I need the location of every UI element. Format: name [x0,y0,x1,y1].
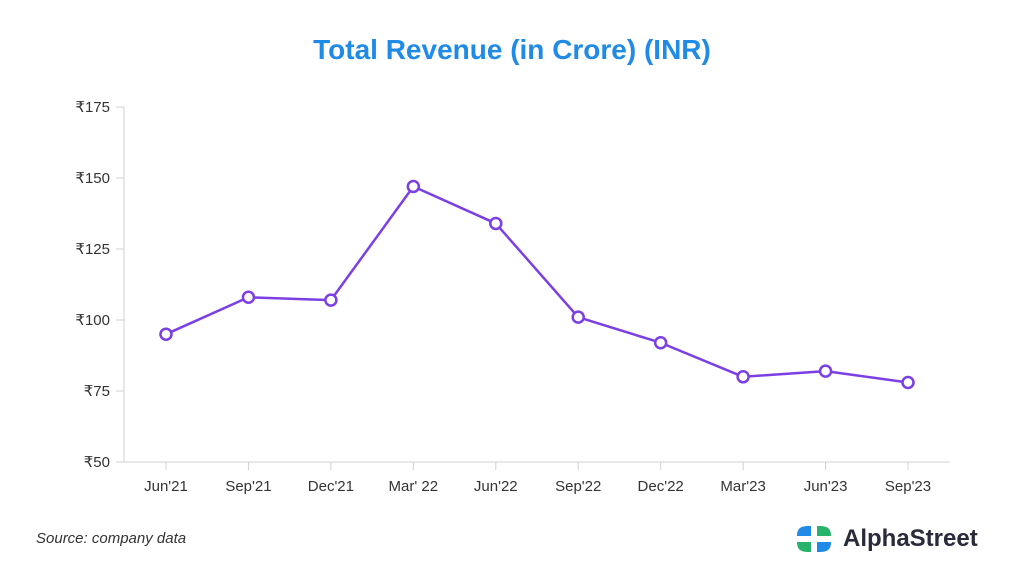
x-tick-label: Sep'23 [885,478,931,495]
data-point [241,290,256,305]
x-tick-label: Dec'21 [308,478,354,495]
data-point [324,293,338,307]
x-tick-label: Jun'22 [474,478,518,495]
brand-logo: AlphaStreet [795,524,978,554]
y-tick-label: ₹50 [84,454,110,471]
data-point [406,179,421,194]
x-tick-label: Jun'21 [144,478,188,495]
y-axis-ticks: ₹50 ₹75 ₹100 ₹125 ₹150 ₹175 [75,99,124,471]
x-tick-label: Dec'22 [638,478,684,495]
data-point [571,310,585,324]
brand-name: AlphaStreet [843,525,978,552]
axes [123,107,950,463]
chart-title: Total Revenue (in Crore) (INR) [313,34,711,65]
data-point [159,327,173,341]
data-point [736,370,750,384]
x-tick-label: Mar' 22 [389,478,439,495]
y-tick-label: ₹75 [84,383,110,400]
data-point [489,216,503,231]
data-point [901,375,915,390]
source-note: Source: company data [36,530,187,547]
data-point [653,335,668,350]
alphastreet-logo-icon [797,526,831,552]
x-tick-label: Sep'21 [225,478,271,495]
x-tick-label: Sep'22 [555,478,601,495]
series-layer [159,179,915,390]
x-axis-ticks: Jun'21 Sep'21 Dec'21 Mar' 22 Jun'22 Sep'22 Dec… [144,462,931,495]
y-tick-label: ₹100 [75,312,110,329]
x-tick-label: Mar'23 [720,478,765,495]
series-line [165,185,909,384]
y-tick-label: ₹175 [75,99,110,116]
x-tick-label: Jun'23 [804,478,848,495]
y-tick-label: ₹125 [75,241,110,258]
y-tick-label: ₹150 [75,170,110,187]
data-point [818,364,833,378]
